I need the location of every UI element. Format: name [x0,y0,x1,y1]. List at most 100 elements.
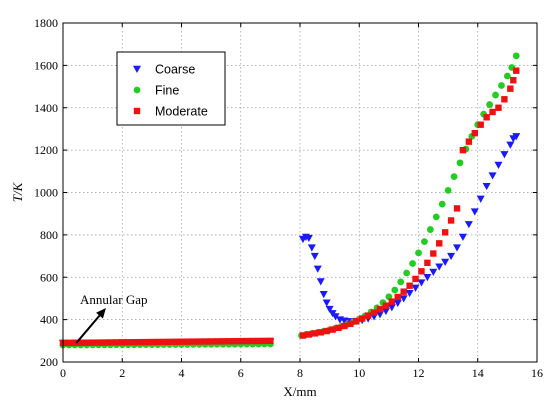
moderate-point [453,205,461,212]
moderate-point [359,315,366,322]
y-tick-label: 1200 [34,143,58,157]
coarse-point [488,172,497,180]
fine-point [444,186,452,194]
annotation-text: Annular Gap [80,292,148,307]
annotation-arrow [75,314,101,344]
legend-marker-moderate [133,107,141,115]
coarse-point [319,291,328,299]
moderate-point [317,329,324,336]
moderate-point [424,259,431,267]
moderate-point [237,337,244,345]
moderate-point [231,337,239,345]
y-tick-label: 200 [40,355,58,369]
legend-marker-fine [133,86,141,94]
moderate-point [243,337,250,345]
coarse-point [429,268,438,276]
coarse-point [307,244,316,252]
moderate-point [172,338,179,345]
axis-ticks: 0 2 4 6 8 10 12 14 16 200 400 600 800 1000 1200 1400 160… [34,16,543,380]
moderate-point [255,337,262,345]
moderate-point [471,129,478,137]
x-tick-label: 12 [413,366,425,380]
legend-label: Coarse [155,63,195,77]
coarse-point [464,221,473,229]
legend-label: Moderate [155,105,208,119]
moderate-point [430,250,437,257]
y-tick-label: 1000 [34,186,58,200]
moderate-point [335,324,342,332]
y-tick-label: 1800 [34,16,58,30]
legend-label: Fine [155,84,179,98]
y-tick-label: 600 [40,270,58,284]
fine-point [486,101,493,108]
fine-point [409,260,416,267]
moderate-point [225,338,233,345]
moderate-point [207,338,215,345]
moderate-point [447,217,455,224]
moderate-point [412,275,419,283]
coarse-point [381,307,390,316]
coarse-point [476,195,485,203]
coarse-point [506,141,515,149]
moderate-point [83,339,90,346]
fine-point [498,82,505,89]
moderate-point [507,85,514,92]
moderate-point [489,108,496,116]
moderate-point [341,322,348,330]
moderate-point [311,330,319,337]
moderate-point [459,146,467,154]
x-tick-label: 4 [179,366,185,380]
annular-gap-annotation: Annular Gap [75,292,148,344]
coarse-point [322,299,331,307]
moderate-point [196,338,203,345]
y-tick-label: 800 [40,228,58,242]
coarse-point [304,234,313,243]
moderate-point [382,302,390,309]
x-axis-label: X/mm [283,384,316,399]
moderate-point [495,104,502,111]
moderate-point [501,96,508,103]
fine-point [432,213,440,221]
moderate-point [388,298,396,305]
legend-marker-coarse [133,65,141,73]
moderate-point [364,312,372,319]
moderate-point [113,339,120,346]
annotation-arrowhead [96,307,106,319]
fine-point [450,173,458,181]
moderate-point [483,114,490,121]
moderate-point [154,338,161,346]
moderate-point [77,339,84,346]
x-tick-label: 10 [353,366,365,380]
legend-item-moderate: Moderate [133,105,208,119]
moderate-point [436,240,443,247]
fine-point [438,200,446,208]
coarse-point [393,299,402,308]
moderate-point [65,339,73,347]
moderate-point [213,338,221,345]
coarse-point [411,284,420,292]
coarse-point [482,182,491,191]
moderate-point [160,338,167,346]
moderate-point [202,338,209,345]
coarse-point [494,161,503,169]
coarse-point [470,208,479,216]
moderate-point [130,339,138,346]
moderate-point [353,318,360,325]
x-tick-label: 0 [60,366,66,380]
moderate-point [107,339,114,346]
moderate-point [370,309,378,316]
y-axis-label: T/K [10,181,25,202]
fine-point [391,286,399,294]
moderate-point [190,338,197,345]
coarse-point [435,263,444,271]
fine-point [503,72,511,80]
fine-point [403,269,411,277]
moderate-point [119,339,126,346]
coarse-point [453,244,462,252]
moderate-point [510,77,517,84]
moderate-point [249,337,256,345]
moderate-point [142,338,150,346]
moderate-point [465,138,473,145]
coarse-point [331,313,340,321]
moderate-point [95,339,102,346]
